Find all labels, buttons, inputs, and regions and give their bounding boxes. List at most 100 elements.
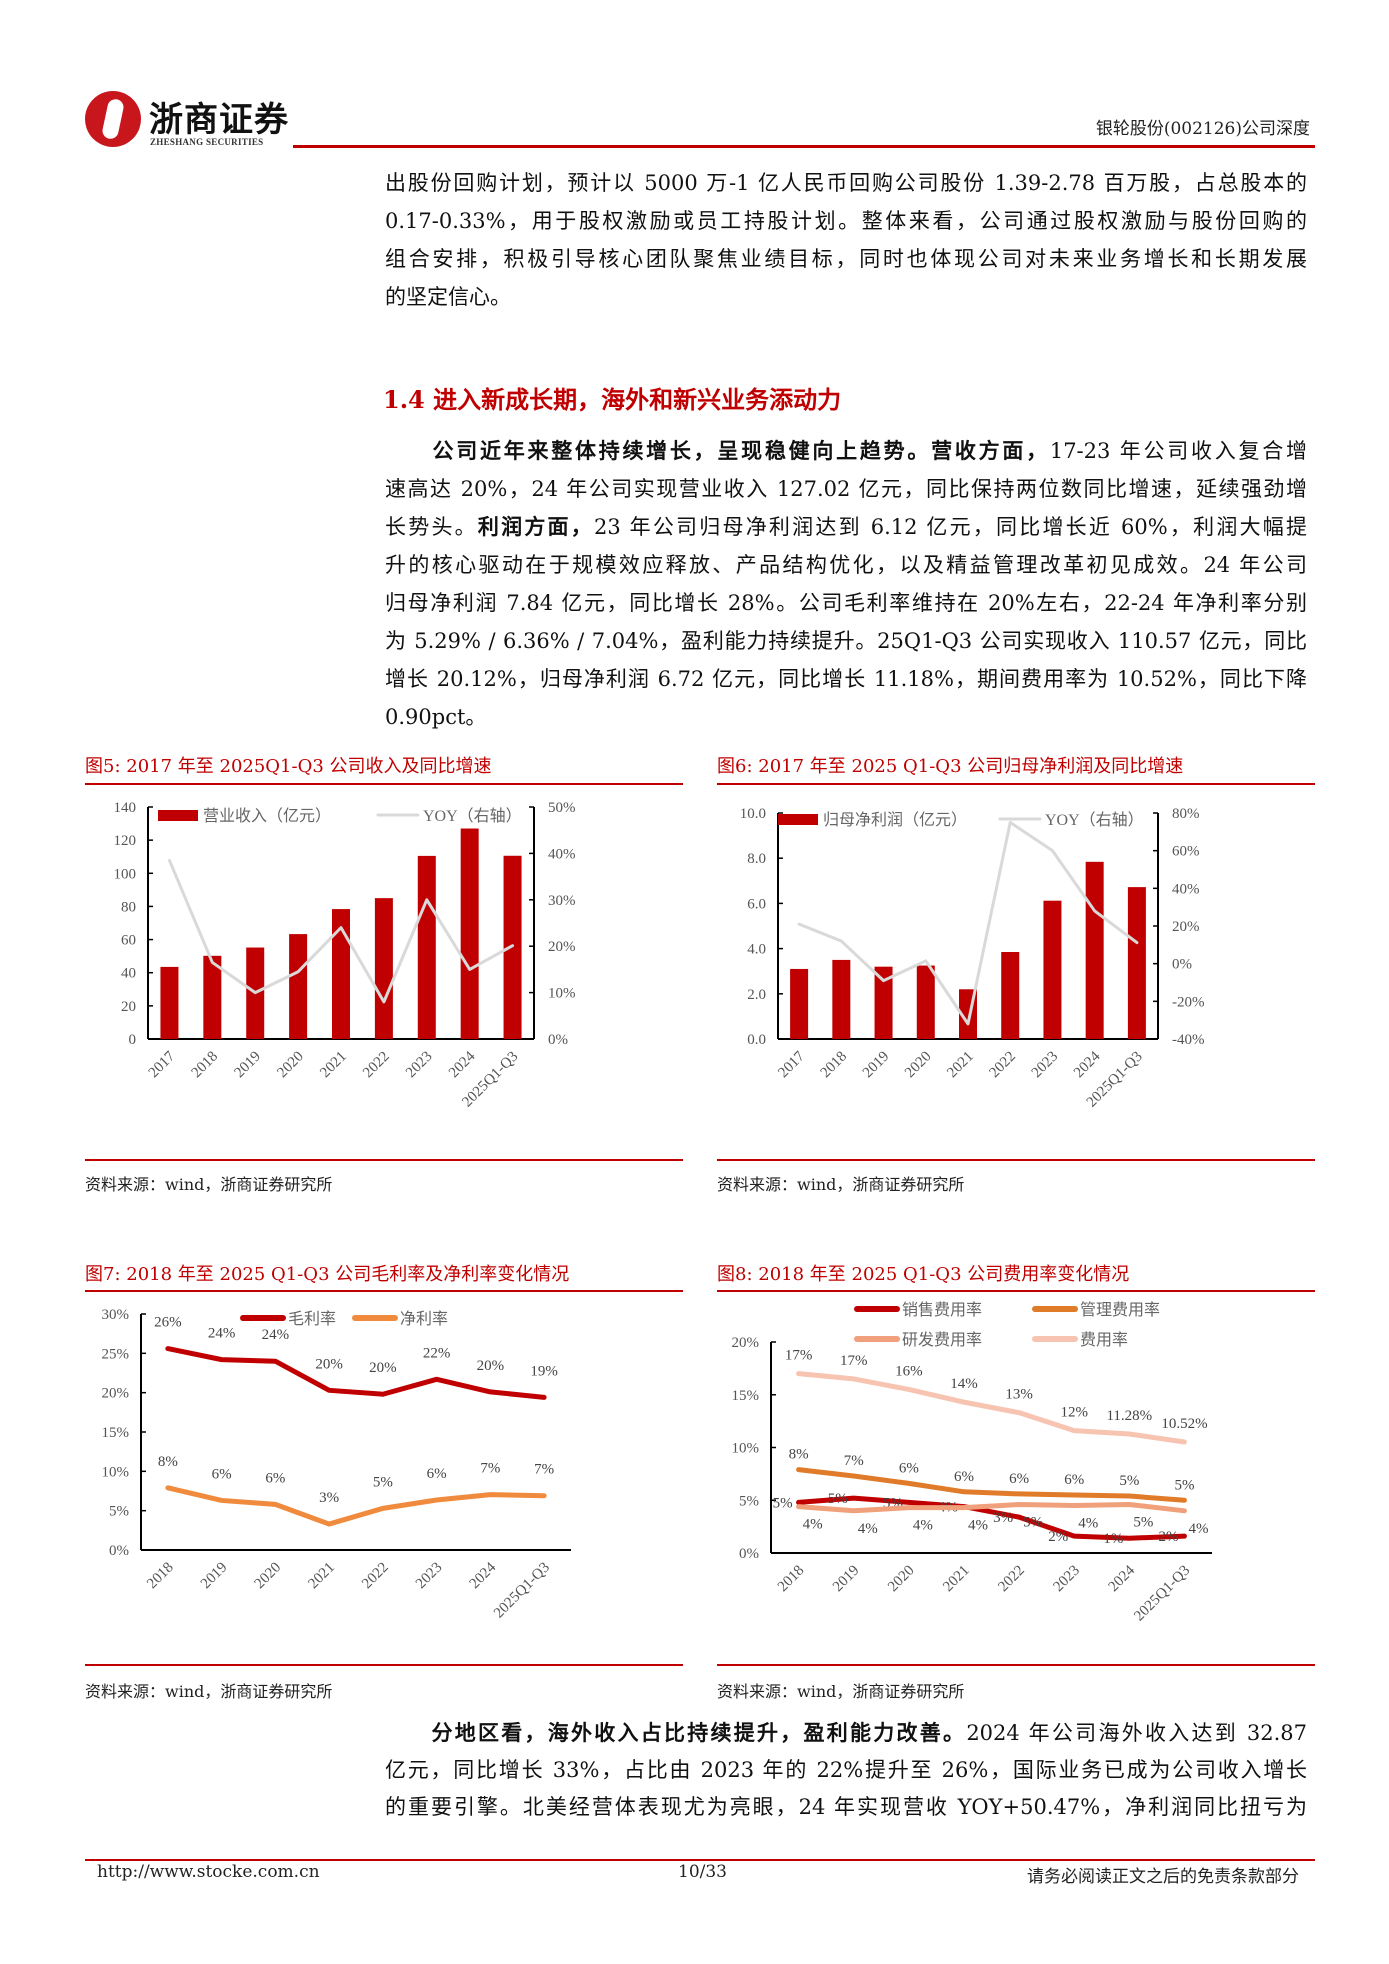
intro-line: 出股份回购计划，预计以 5000 万-1 亿人民币回购公司股份 1.39-2.7… (385, 171, 1307, 195)
x-tick-label: 2020 (902, 1049, 935, 1082)
text: 增长 20.12%，归母净利润 6.72 亿元，同比增长 11.18%，期间费用… (385, 667, 1307, 691)
figure-divider (85, 1159, 683, 1161)
data-label: 7% (844, 1453, 864, 1469)
legend-label: 管理费用率 (1080, 1301, 1160, 1319)
data-label: 24% (262, 1327, 290, 1343)
intro-line: 组合安排，积极引导核心团队聚焦业绩目标，同时也体现公司对未来业务增长和长期发展 (385, 247, 1307, 271)
x-tick-label: 2022 (359, 1560, 392, 1593)
x-tick-label: 2018 (144, 1560, 177, 1593)
y-right-tick-label: 0% (548, 1032, 568, 1048)
bar (203, 955, 222, 1039)
data-label: 5% (1174, 1477, 1194, 1493)
x-tick-label: 2018 (775, 1563, 808, 1596)
data-label: 6% (427, 1466, 447, 1482)
data-label: 22% (423, 1345, 451, 1361)
logo-icon (85, 91, 141, 147)
page-number: 10/33 (678, 1862, 727, 1882)
figure-8-source: 资料来源：wind，浙商证券研究所 (717, 1682, 965, 1701)
text: 长势头。 (385, 515, 478, 539)
y-tick-label: 20 (121, 999, 136, 1015)
paragraph-line: 长势头。利润方面，23 年公司归母净利润达到 6.12 亿元，同比增长近 60%… (385, 513, 1307, 541)
x-tick-label: 2019 (198, 1560, 231, 1593)
section-heading: 1.4 进入新成长期，海外和新兴业务添动力 (383, 385, 842, 414)
data-label: 13% (1005, 1387, 1033, 1403)
y-right-tick-label: 10% (548, 986, 576, 1002)
data-label: 5% (1133, 1514, 1153, 1530)
x-tick-label: 2022 (995, 1563, 1028, 1596)
x-tick-label: 2024 (1106, 1562, 1139, 1595)
y-tick-label: 0% (109, 1543, 129, 1559)
bar (832, 959, 851, 1039)
y-tick-label: 120 (114, 833, 137, 849)
x-tick-label: 2024 (1071, 1048, 1104, 1081)
figure-divider (717, 1290, 1315, 1292)
y-right-tick-label: 20% (1172, 919, 1200, 935)
data-label: 4% (1078, 1516, 1098, 1532)
data-label: 3% (993, 1510, 1013, 1526)
bar (374, 898, 393, 1039)
x-tick-label: 2020 (885, 1563, 918, 1596)
figure-divider (85, 1664, 683, 1666)
paragraph-line: 为 5.29% / 6.36% / 7.04%，盈利能力持续提升。25Q1-Q3… (385, 627, 1307, 655)
y-tick-label: 80 (121, 899, 136, 915)
text: 23 年公司归母净利润达到 6.12 亿元，同比增长近 60%，利润大幅提 (594, 515, 1308, 539)
y-right-tick-label: -40% (1172, 1032, 1205, 1048)
x-tick-label: 2018 (189, 1049, 222, 1082)
data-label: 4% (968, 1518, 988, 1534)
footer-divider (85, 1859, 1315, 1861)
y-tick-label: 20% (732, 1335, 760, 1351)
data-label: 19% (530, 1363, 558, 1379)
legend-label: 费用率 (1080, 1331, 1128, 1349)
data-label: 24% (208, 1326, 236, 1342)
y-tick-label: 15% (102, 1425, 130, 1441)
paragraph-line: 0.90pct。 (385, 703, 1307, 731)
y-right-tick-label: 30% (548, 893, 576, 909)
y-tick-label: 0 (129, 1032, 137, 1048)
series-line (796, 1371, 1187, 1445)
bar (874, 966, 893, 1039)
y-right-tick-label: 40% (548, 846, 576, 862)
y-right-tick-label: 50% (548, 800, 576, 816)
series-line (165, 1346, 547, 1400)
data-label: 7% (480, 1461, 500, 1477)
data-label: 4% (1188, 1521, 1208, 1537)
data-label: 11.28% (1106, 1408, 1152, 1424)
y-tick-label: 20% (102, 1386, 130, 1402)
y-tick-label: 5% (739, 1493, 759, 1509)
y-right-tick-label: 40% (1172, 881, 1200, 897)
legend-label: YOY（右轴） (423, 807, 522, 825)
bar (289, 934, 308, 1039)
data-label: 1% (1103, 1531, 1123, 1547)
paragraph-line: 增长 20.12%，归母净利润 6.72 亿元，同比增长 11.18%，期间费用… (385, 665, 1307, 693)
x-tick-label: 2020 (252, 1560, 285, 1593)
y-right-tick-label: 80% (1172, 806, 1200, 822)
legend-swatch (158, 810, 198, 821)
bar (1043, 900, 1062, 1039)
x-tick-label: 2023 (1029, 1049, 1062, 1082)
y-tick-label: 0% (739, 1546, 759, 1562)
y-tick-label: 100 (114, 866, 137, 882)
x-tick-label: 2023 (403, 1049, 436, 1082)
data-label: 17% (840, 1353, 868, 1369)
paragraph-line: 公司近年来整体持续增长，呈现稳健向上趋势。营收方面，17-23 年公司收入复合增 (385, 437, 1307, 465)
logo-subtext: ZHESHANG SECURITIES (150, 137, 264, 147)
text: 归母净利润 7.84 亿元，同比增长 28%。公司毛利率维持在 20%左右，22… (385, 591, 1307, 615)
data-label: 20% (477, 1358, 505, 1374)
paragraph-line: 归母净利润 7.84 亿元，同比增长 28%。公司毛利率维持在 20%左右，22… (385, 589, 1307, 617)
y-right-tick-label: 0% (1172, 957, 1192, 973)
text: 0.90pct。 (385, 705, 487, 729)
bar (1085, 861, 1104, 1039)
footer-url[interactable]: http://www.stocke.com.cn (97, 1862, 320, 1882)
y-tick-label: 0.0 (747, 1032, 766, 1048)
legend-swatch (778, 814, 818, 825)
data-label: 6% (1064, 1472, 1084, 1488)
bar (790, 968, 809, 1039)
paragraph-line: 分地区看，海外收入占比持续提升，盈利能力改善。2024 年公司海外收入达到 32… (385, 1719, 1308, 1747)
text: 17-23 年公司收入复合增 (1049, 439, 1307, 463)
figure-divider (85, 783, 683, 785)
y-right-tick-label: 20% (548, 939, 576, 955)
figure-divider (717, 783, 1315, 785)
data-label: 12% (1060, 1405, 1088, 1421)
y-tick-label: 10% (102, 1464, 130, 1480)
